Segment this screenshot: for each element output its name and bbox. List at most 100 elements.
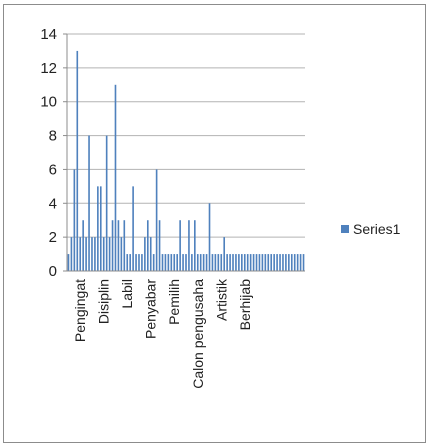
x-tick-label-7: Berhijab [237,279,253,331]
bar-30 [155,169,158,271]
bar-57 [235,254,237,271]
bar-35 [170,254,173,271]
bar-38 [179,220,181,271]
bar-20 [126,254,129,271]
bar-34 [167,254,170,271]
y-tick-label-6: 6 [49,161,57,178]
bar-43 [194,220,196,271]
x-tick-label-3: Penyabar [143,279,159,339]
bar-77 [293,254,296,271]
bar-52 [220,254,223,271]
bar-64 [255,254,258,271]
bar-27 [146,220,149,271]
bar-73 [282,254,284,271]
y-tick-label-12: 12 [40,60,57,77]
bar-50 [214,254,217,271]
y-tick-label-2: 2 [49,229,57,246]
y-tick-label-4: 4 [49,195,57,212]
bar-61 [246,254,249,271]
bar-51 [217,254,220,271]
bar-22 [132,186,134,271]
bar-72 [279,254,281,271]
bar-53 [223,237,226,271]
bar-3 [76,50,79,272]
x-tick-label-5: Calon pengusaha [190,279,206,389]
bar-4 [79,237,82,271]
bar-13 [105,135,108,271]
bar-6 [85,237,87,271]
bar-0 [67,254,70,271]
bar-67 [264,254,267,271]
bar-79 [299,254,302,271]
bar-54 [226,254,228,271]
bar-16 [114,84,117,271]
bar-9 [94,237,96,271]
bars [67,50,305,272]
bar-21 [129,254,131,271]
y-tick-label-14: 14 [40,26,57,43]
x-tick-label-0: Pengingat [72,279,88,342]
bar-17 [117,220,120,271]
y-tick-labels: 0 2 4 6 8 10 12 14 [40,26,57,280]
bar-1 [70,237,73,271]
y-tick-label-10: 10 [40,94,57,111]
bar-2 [73,169,76,271]
bar-5 [82,220,84,271]
bar-18 [120,237,123,271]
bar-24 [138,254,140,271]
bar-80 [302,254,305,271]
bar-19 [123,220,126,271]
bar-55 [229,254,231,271]
bar-32 [161,254,164,271]
bar-39 [182,254,184,271]
bar-62 [249,254,252,271]
bar-75 [288,254,290,271]
bar-44 [196,254,199,271]
x-tick-label-1: Disiplin [96,279,112,324]
bar-71 [276,254,278,271]
bar-66 [261,254,264,271]
bar-65 [258,254,261,271]
y-tick-label-0: 0 [49,263,57,280]
bar-42 [191,254,193,271]
bar-76 [290,254,293,271]
bar-74 [285,254,287,271]
bar-7 [88,135,90,271]
legend-label-series1: Series1 [353,221,401,237]
bar-45 [199,254,202,271]
bar-41 [188,220,190,271]
bar-46 [202,254,205,271]
bar-58 [238,254,240,271]
bar-33 [164,254,167,271]
bar-28 [149,237,152,271]
x-tick-label-2: Labil [119,279,135,309]
axes [66,34,305,272]
bar-36 [173,254,176,271]
bar-37 [176,254,178,271]
legend-swatch [341,225,349,233]
bar-56 [232,254,234,271]
bar-14 [108,237,111,271]
bar-63 [252,254,255,271]
bar-69 [270,254,273,271]
bar-70 [273,254,275,271]
bar-25 [141,254,143,271]
bar-10 [97,186,99,271]
bar-48 [208,203,211,271]
x-tick-labels: Pengingat Disiplin Labil Penyabar Pemilih Cal… [72,278,253,389]
x-tick-label-6: Artistik [213,278,229,321]
chart-frame [3,4,426,443]
bar-40 [185,254,187,271]
bar-8 [91,237,93,271]
y-tick-label-8: 8 [49,128,57,145]
x-tick-label-4: Pemilih [166,279,182,325]
bar-23 [135,254,137,271]
bar-59 [241,254,243,271]
bar-68 [267,254,270,271]
bar-12 [102,237,105,271]
legend: Series1 [341,221,401,237]
bar-11 [99,186,102,271]
bar-29 [152,254,155,271]
bar-47 [205,254,208,271]
